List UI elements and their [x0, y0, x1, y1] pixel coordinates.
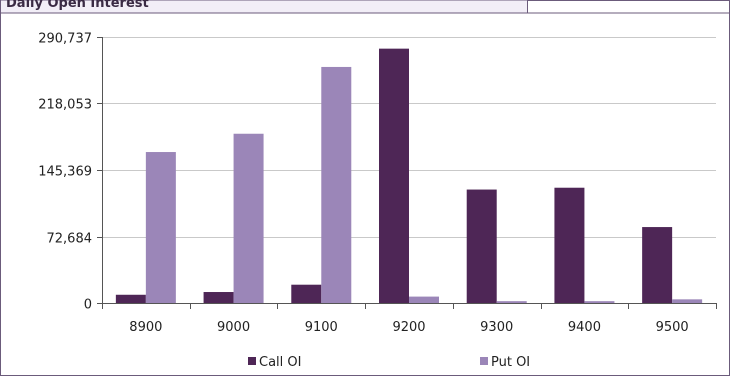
legend-swatch: [480, 357, 488, 365]
y-tick-label: 145,369: [38, 165, 92, 180]
x-tick-label: 9100: [305, 320, 338, 335]
legend: Call OI Put OI: [248, 355, 530, 370]
put-oi-bar-8900: [145, 152, 176, 303]
legend-label: Put OI: [491, 355, 530, 370]
put-oi-bar-9400: [584, 301, 615, 303]
call-oi-bar-9300: [466, 189, 497, 303]
y-axis: 0 72,684 145,369 218,053 290,737: [38, 32, 102, 313]
call-oi-bar-9400: [554, 187, 585, 303]
call-oi-bar-9500: [642, 227, 673, 303]
put-oi-bar-9000: [233, 133, 264, 303]
put-oi-bar-9300: [496, 301, 527, 303]
y-tick-label: 0: [84, 298, 92, 313]
call-oi-bar-9200: [379, 48, 409, 303]
x-tick-label: 8900: [129, 320, 162, 335]
y-tick-label: 218,053: [38, 98, 92, 113]
x-tick-label: 9300: [480, 320, 513, 335]
x-tick-label: 9500: [656, 320, 689, 335]
call-oi-bar-9100: [291, 284, 322, 303]
put-oi-bar-9500: [672, 299, 703, 303]
legend-label: Call OI: [259, 355, 301, 370]
x-tick-label: 9400: [568, 320, 601, 335]
call-oi-bar-8900: [115, 294, 146, 303]
header-title: Daily Open Interest: [6, 0, 149, 11]
y-tick-label: 72,684: [47, 232, 93, 247]
x-axis: 8900 9000 9100 9200 9300 9400 9500: [102, 37, 717, 335]
y-tick-label: 290,737: [38, 32, 92, 47]
bars: [115, 48, 703, 303]
put-oi-bar-9100: [321, 66, 352, 303]
legend-swatch: [248, 357, 256, 365]
x-tick-label: 9000: [217, 320, 250, 335]
x-tick-label: 9200: [392, 320, 425, 335]
put-oi-bar-9200: [409, 296, 439, 303]
call-oi-bar-9000: [203, 292, 234, 303]
